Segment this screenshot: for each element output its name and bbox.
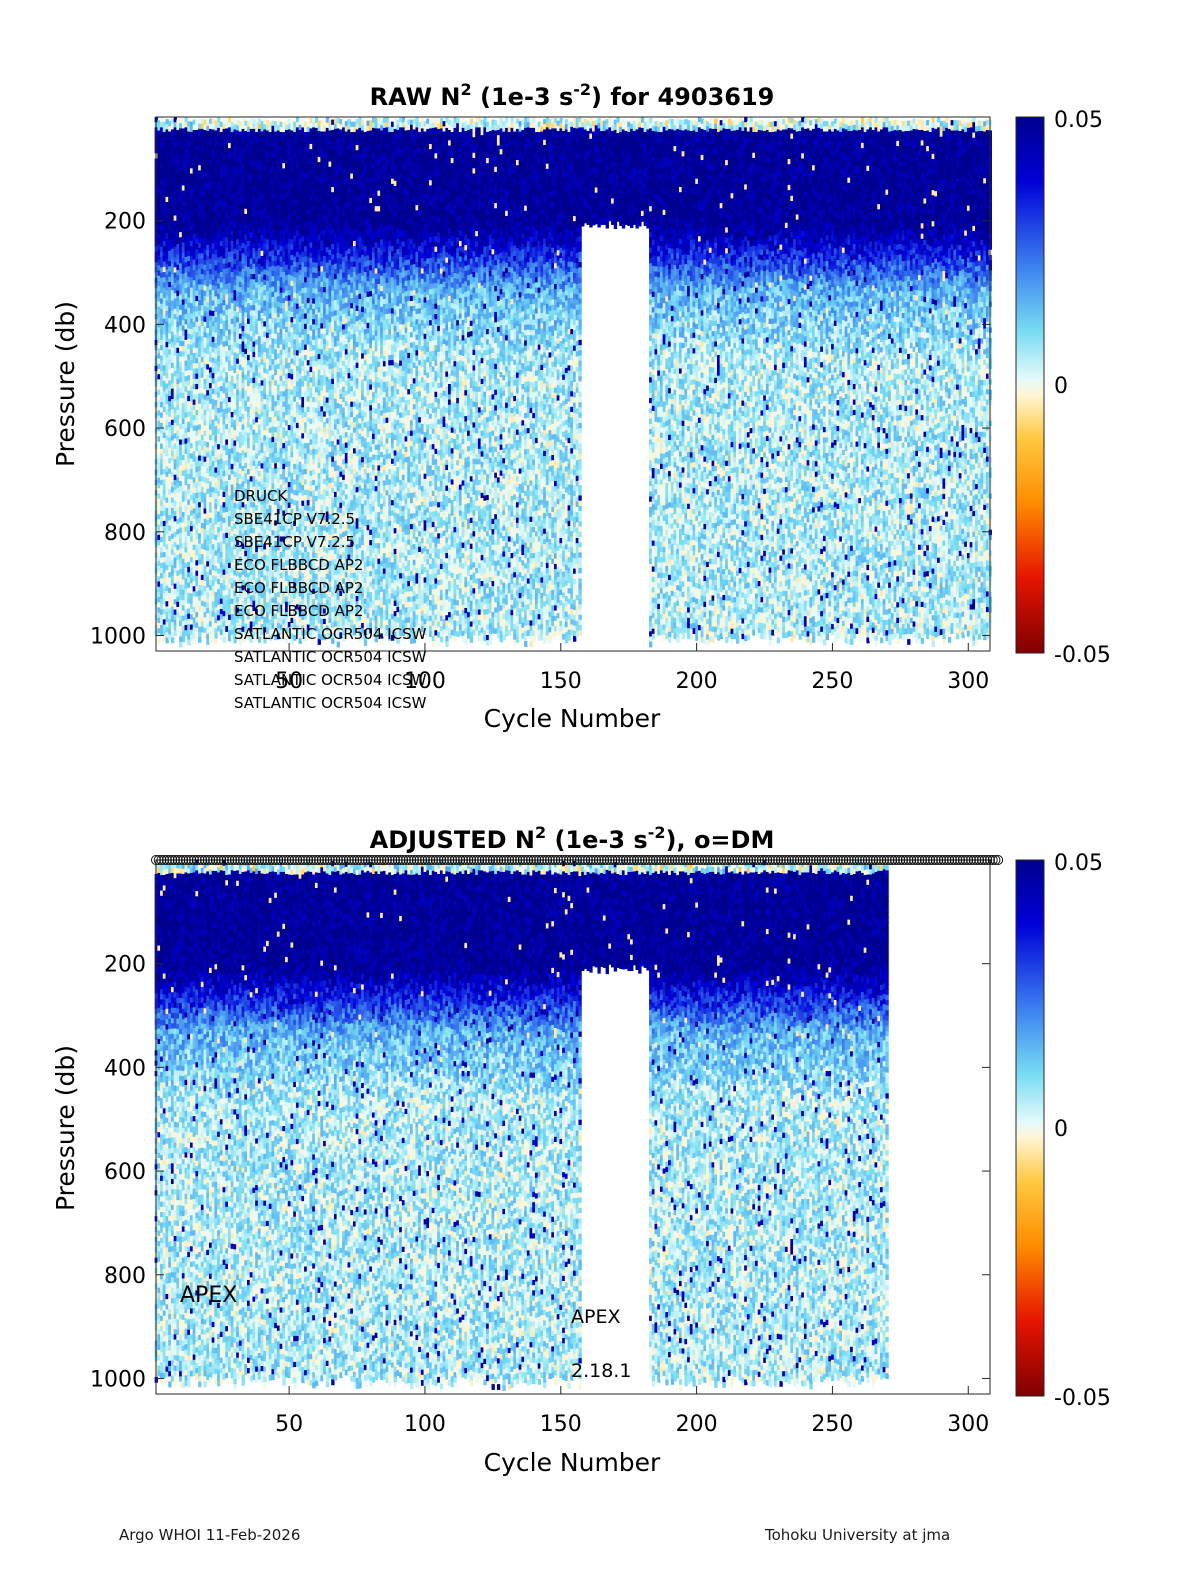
panel-raw: RAW N2 (1e-3 s-2) for 4903619 50 100 150 20… xyxy=(51,80,1111,733)
figure: RAW N2 (1e-3 s-2) for 4903619 50 100 150 20… xyxy=(0,0,1200,1575)
title-raw-sup1: 2 xyxy=(461,80,472,99)
title-raw-sup2: -2 xyxy=(573,80,591,99)
heatmap-cell xyxy=(157,639,160,645)
title-raw-suffix: ) for 4903619 xyxy=(591,83,774,111)
title-raw-mid: (1e-3 s xyxy=(472,83,574,111)
title-raw-prefix: RAW N xyxy=(370,83,461,111)
chart-title-raw: RAW N2 (1e-3 s-2) for 4903619 xyxy=(370,80,775,111)
